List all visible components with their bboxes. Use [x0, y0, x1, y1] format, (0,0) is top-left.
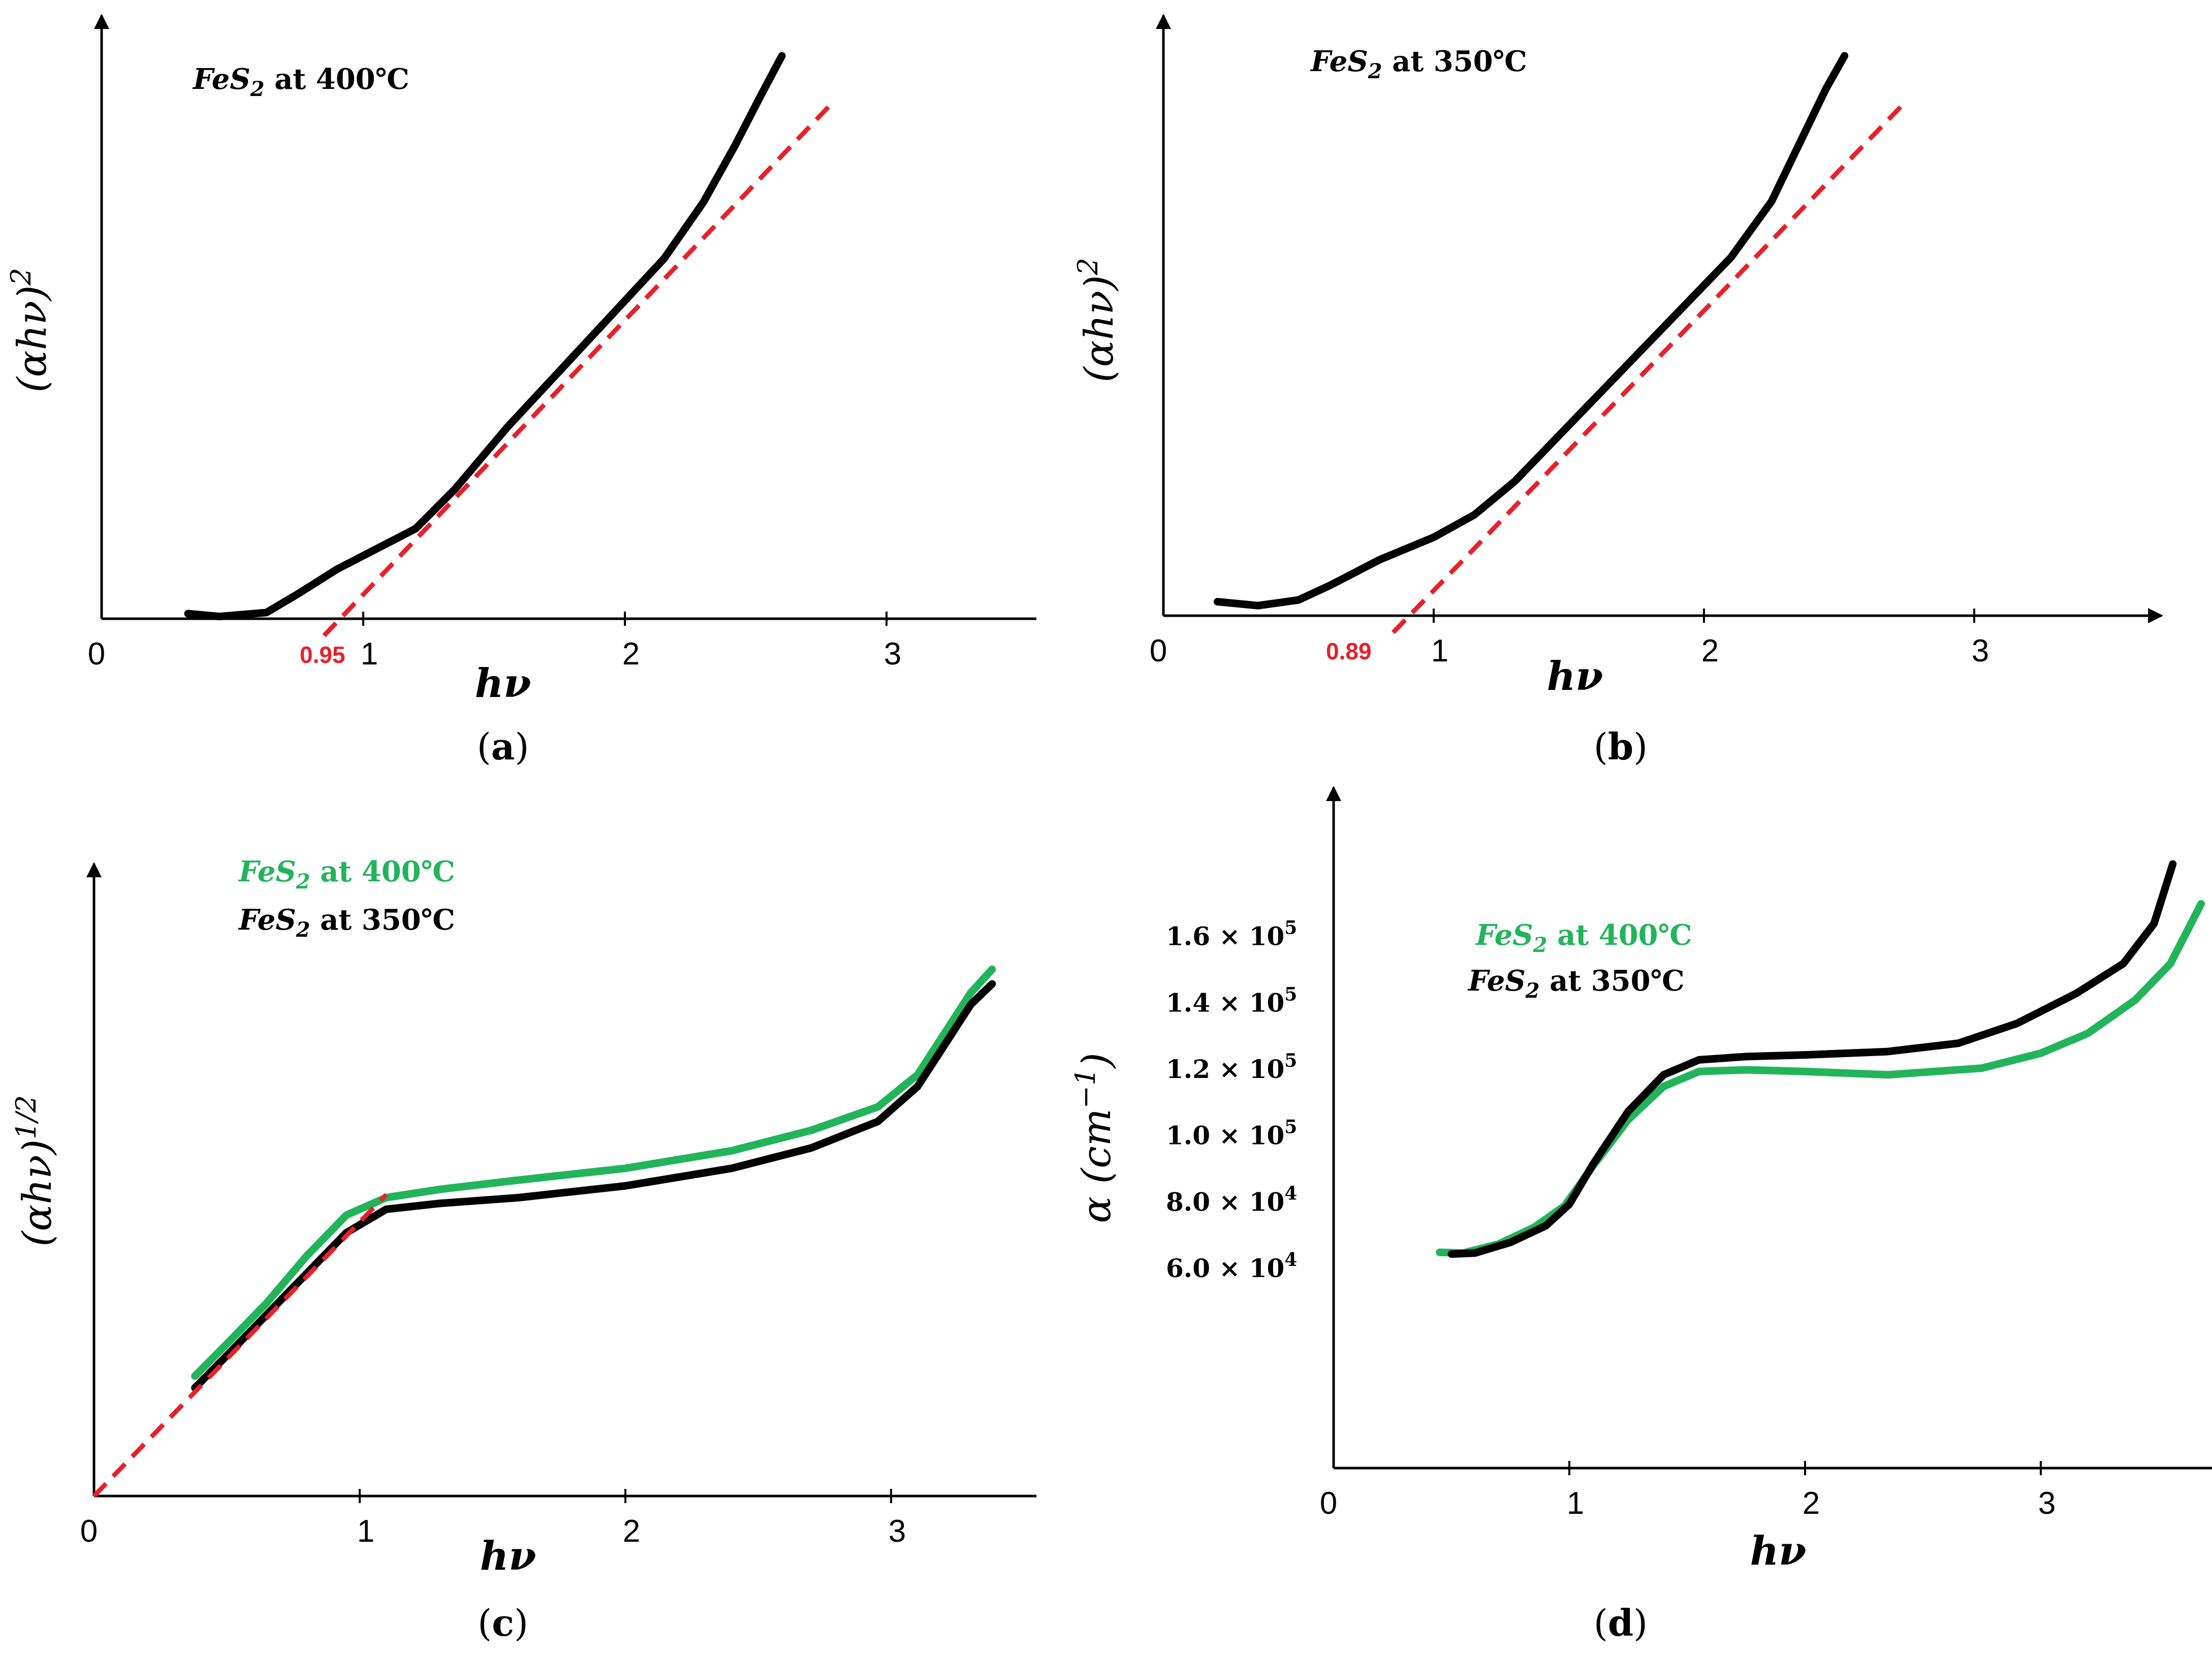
x-axis-label: hν	[475, 660, 531, 707]
y-tick-label: 1.0 × 105	[1166, 1117, 1297, 1151]
legend-entry: FeS2 at 400℃	[238, 855, 455, 894]
fit-intercept-label: 0.89	[1326, 638, 1372, 664]
x-tick-label: 0	[1320, 1486, 1337, 1521]
x-tick-label: 3	[889, 1514, 906, 1549]
series-line	[1213, 52, 1849, 610]
panel-c: 0 1 2 3 FeS2 at 400℃ FeS2 at 350℃ hν (αhν)1…	[10, 855, 1036, 1644]
series-group	[92, 965, 996, 1498]
x-ticks: 0 1 2 3	[1150, 609, 1989, 669]
x-tick-label: 0	[1150, 633, 1167, 669]
x-axis-label: hν	[1750, 1528, 1807, 1574]
series-group	[1213, 52, 1909, 634]
subcaption: (c)	[478, 1601, 528, 1644]
x-tick-label: 2	[1803, 1486, 1820, 1521]
x-tick-label: 3	[1972, 633, 1989, 669]
y-tick-label: 1.2 × 105	[1166, 1050, 1297, 1084]
legend-entry: FeS2 at 350℃	[1467, 964, 1685, 1003]
series-line	[1436, 900, 2205, 1257]
x-tick-label: 3	[884, 637, 901, 672]
y-tick-label: 1.4 × 105	[1166, 983, 1297, 1018]
y-tick-label: 8.0 × 104	[1166, 1183, 1297, 1217]
x-tick-label: 2	[622, 637, 640, 672]
y-ticks: 6.0 × 104 8.0 × 104 1.0 × 105 1.2 × 105 1.4 …	[1166, 917, 1297, 1283]
series-line	[1447, 860, 2177, 1258]
x-tick-label: 1	[361, 637, 378, 672]
fit-line	[92, 1193, 388, 1498]
series-line	[191, 980, 996, 1392]
subcaption: (a)	[477, 725, 529, 768]
x-tick-label: 1	[357, 1514, 374, 1549]
y-tick-label: 1.6 × 105	[1166, 917, 1297, 951]
y-axis-label: (αhν)2	[5, 268, 55, 393]
legend-entry: FeS2 at 350℃	[1310, 45, 1527, 83]
x-tick-label: 2	[1701, 633, 1719, 669]
series-line	[191, 965, 996, 1380]
series-group	[184, 52, 836, 638]
y-axis-label: α (cm−1)	[1069, 1053, 1120, 1223]
x-axis-label: hν	[1547, 653, 1603, 700]
panel-a: 0 1 2 3 0.95 FeS2 at 400℃ hν (αhν)2 (a)	[5, 14, 1036, 768]
x-ticks: 0 1 2 3	[88, 612, 901, 672]
x-tick-label: 0	[88, 637, 105, 672]
fit-line	[322, 99, 836, 638]
x-ticks: 0 1 2 3	[1320, 1461, 2056, 1521]
subcaption: (d)	[1594, 1601, 1648, 1644]
x-tick-label: 1	[1431, 633, 1448, 669]
x-tick-label: 0	[80, 1514, 98, 1549]
x-axis-label: hν	[480, 1533, 536, 1579]
legend-entry: FeS2 at 400℃	[1475, 918, 1692, 957]
panel-b: 0 1 2 3 0.89 FeS2 at 350℃ hν (αhν)2 (b)	[1072, 14, 2163, 768]
x-tick-label: 2	[623, 1514, 640, 1549]
legend-entry: FeS2 at 350℃	[238, 903, 455, 942]
fit-intercept-label: 0.95	[300, 642, 345, 668]
series-line	[184, 52, 786, 621]
x-tick-label: 3	[2038, 1486, 2056, 1521]
y-axis-label: (αhν)2	[1072, 258, 1122, 383]
x-tick-label: 1	[1567, 1486, 1584, 1521]
x-ticks: 0 1 2 3	[80, 1489, 906, 1549]
subcaption: (b)	[1594, 725, 1648, 768]
series-group	[1436, 860, 2205, 1258]
fit-line	[1391, 99, 1909, 634]
y-tick-label: 6.0 × 104	[1166, 1249, 1297, 1283]
y-axis-label: (αhν)1/2	[10, 1095, 60, 1247]
panel-d: 0 1 2 3 6.0 × 104 8.0 × 104 1.0 × 105 1.2 × 10…	[1069, 786, 2212, 1644]
legend-entry: FeS2 at 400℃	[192, 62, 409, 101]
